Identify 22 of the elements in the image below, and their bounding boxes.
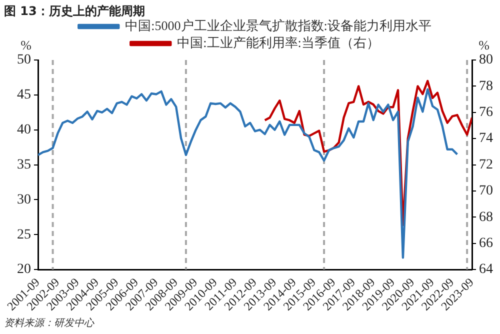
y2-tick-label: 74 [479,131,493,146]
y2-tick-label: 68 [479,210,493,225]
y-tick-label: 40 [17,122,31,138]
y2-tick-label: 66 [479,236,493,252]
y2-tick-label: 78 [479,78,493,94]
y2-tick-label: 76 [479,105,493,120]
chart-title: 图 13：历史上的产能周期 [4,3,145,19]
y-tick-label: 45 [17,88,31,103]
y-tick-label: 20 [17,262,31,278]
y-tick-label: 50 [17,52,31,68]
legend-label: 中国:5000户工业企业景气扩散指数:设备能力利用水平 [125,18,432,33]
y2-tick-label: 64 [479,262,493,278]
y2-axis-title: % [478,37,490,52]
y2-tick-label: 80 [479,52,493,68]
y2-tick-label: 70 [479,184,493,199]
y-tick-label: 30 [17,192,31,208]
text: 资料来源：研发中心 [4,316,94,330]
y2-tick-label: 72 [479,157,493,172]
y-tick-label: 25 [17,227,31,242]
y-axis-title: % [20,37,32,52]
legend-label: 中国:工业产能利用率:当季值（右） [177,34,380,50]
y-tick-label: 35 [17,157,31,172]
